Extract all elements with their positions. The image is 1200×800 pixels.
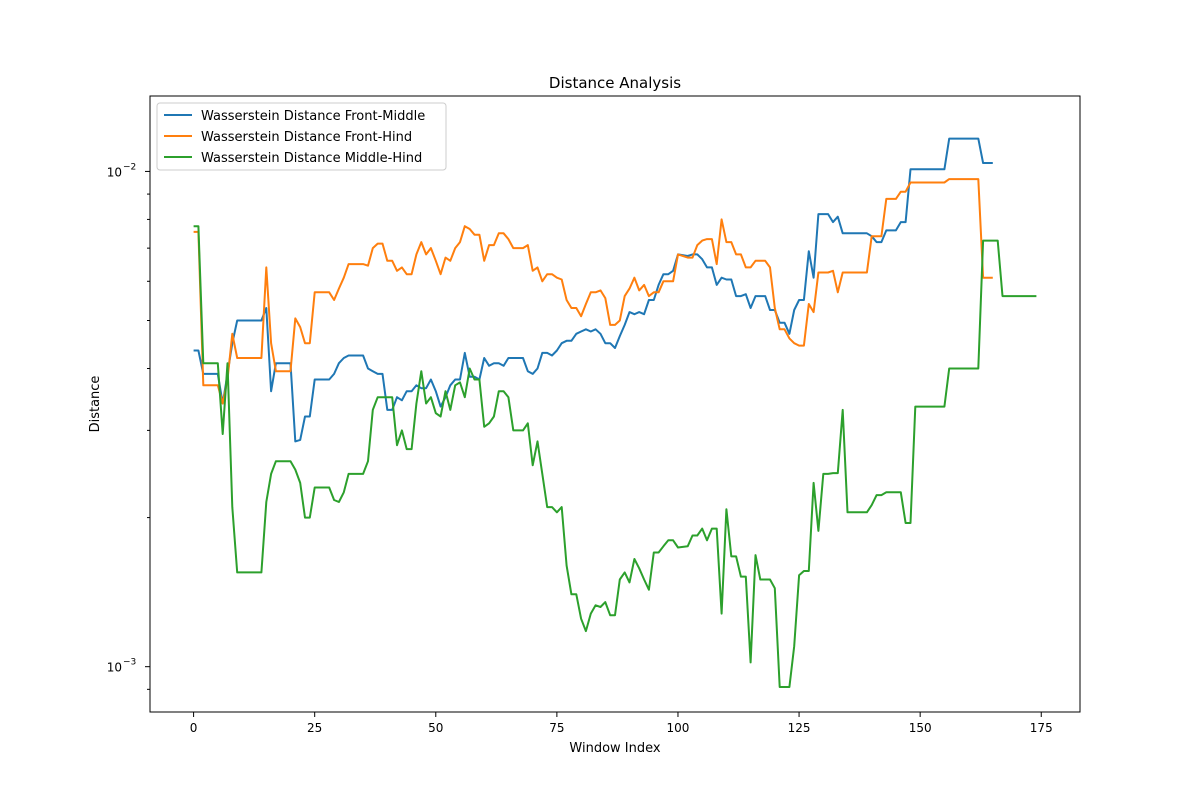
y-tick-exponent: −2 <box>123 162 136 172</box>
y-tick-exponent: −3 <box>123 658 136 668</box>
series-line-1 <box>193 137 993 443</box>
plot-lines <box>193 137 1037 688</box>
x-tick-label: 175 <box>1030 721 1053 735</box>
y-axis: 10−310−2 <box>107 162 150 690</box>
legend-box <box>156 102 447 171</box>
x-tick-label: 150 <box>909 721 932 735</box>
x-tick-label: 125 <box>788 721 811 735</box>
x-axis-label: Window Index <box>569 741 660 756</box>
x-tick-label: 75 <box>549 721 564 735</box>
chart-title: Distance Analysis <box>549 74 681 92</box>
legend: Wasserstein Distance Front-Middle Wassers… <box>156 102 447 171</box>
legend-label-1: Wasserstein Distance Front-Middle <box>201 109 425 124</box>
x-axis: 0 25 50 75 100 125 150 175 <box>190 712 1053 735</box>
plot-frame <box>149 95 1081 713</box>
x-tick-label: 0 <box>190 721 198 735</box>
series-line-2 <box>193 178 993 405</box>
series-line-3 <box>193 225 1037 688</box>
legend-label-3: Wasserstein Distance Middle-Hind <box>201 151 422 166</box>
x-tick-label: 50 <box>428 721 443 735</box>
x-tick-label: 25 <box>307 721 322 735</box>
y-axis-label: Distance <box>88 376 103 433</box>
y-tick-label: 10 <box>107 165 122 179</box>
x-tick-label: 100 <box>667 721 690 735</box>
y-tick-label: 10 <box>107 661 122 675</box>
legend-label-2: Wasserstein Distance Front-Hind <box>201 130 412 145</box>
